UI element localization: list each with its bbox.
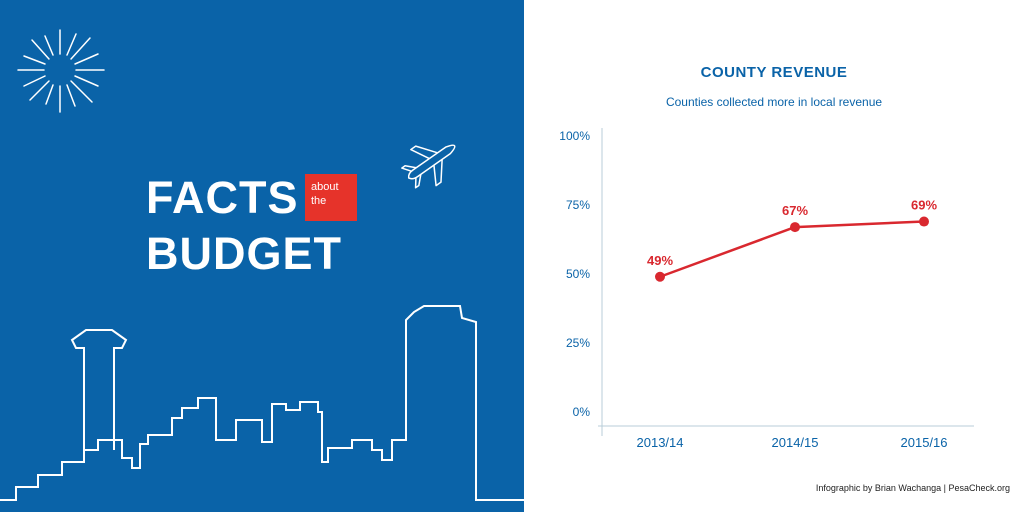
y-tick-label: 0% — [573, 405, 591, 419]
tower-building — [70, 329, 128, 450]
data-point — [655, 271, 665, 282]
data-label: 49% — [647, 253, 673, 268]
y-tick-label: 50% — [566, 267, 590, 281]
y-tick-label: 75% — [566, 198, 590, 212]
about-the-badge: about the — [305, 174, 357, 221]
airplane-icon — [401, 144, 456, 189]
x-tick-label: 2015/16 — [901, 435, 948, 450]
data-point — [790, 222, 800, 233]
y-tick-label: 100% — [559, 129, 590, 143]
data-label: 67% — [782, 203, 808, 218]
chart-panel: COUNTY REVENUE Counties collected more i… — [524, 0, 1024, 512]
poster-panel: FACTS about the BUDGET — [0, 0, 524, 512]
the-label: the — [311, 195, 327, 207]
poster-facts-heading: FACTS — [146, 172, 299, 223]
credit-line: Infographic by Brian Wachanga | PesaChec… — [815, 483, 1010, 493]
sunburst-icon — [17, 29, 105, 113]
about-label: about — [311, 181, 339, 193]
x-tick-label: 2014/15 — [772, 435, 819, 450]
poster-budget-heading: BUDGET — [146, 228, 342, 279]
data-point — [919, 216, 929, 227]
poster-decorations — [0, 29, 524, 501]
x-tick-label: 2013/14 — [637, 435, 684, 450]
data-label: 69% — [911, 198, 937, 213]
y-tick-label: 25% — [566, 336, 590, 350]
chart-subtitle: Counties collected more in local revenue — [665, 95, 883, 109]
chart-title: COUNTY REVENUE — [700, 64, 848, 81]
city-skyline — [0, 305, 524, 501]
line-chart: 0% 25% 50% 75% 100% 2013/14 2014/15 2015/16 49% 6… — [559, 128, 974, 450]
